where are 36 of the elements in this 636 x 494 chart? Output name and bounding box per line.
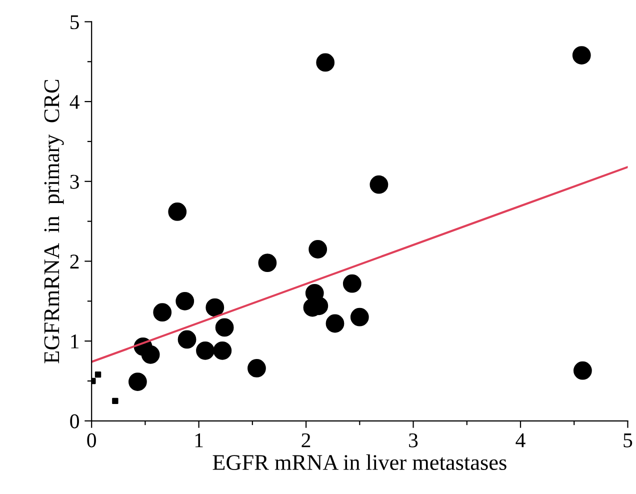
- point: [308, 240, 328, 258]
- y-tick-label: 2: [70, 254, 79, 268]
- y-tick-label: 1: [71, 334, 79, 348]
- x-tick-label: 0: [87, 433, 96, 448]
- point: [350, 308, 369, 326]
- point: [94, 371, 102, 378]
- point: [178, 330, 196, 349]
- y-tick-label: 3: [70, 174, 79, 189]
- x-axis-title: EGFR mRNA in liver metastases: [212, 454, 506, 470]
- y-tick-label: 5: [70, 15, 79, 30]
- x-tick-label: 5: [624, 434, 632, 448]
- point: [573, 361, 592, 380]
- point: [248, 359, 266, 378]
- point: [342, 274, 362, 293]
- y-tick-label: 4: [70, 95, 80, 109]
- x-tick-label: 3: [409, 433, 418, 448]
- point: [258, 254, 277, 272]
- y-axis-title: EGFRmRNA in primary CRC: [44, 80, 64, 364]
- x-tick-label: 2: [302, 433, 310, 448]
- point: [326, 314, 344, 333]
- x-tick-label: 4: [516, 433, 526, 448]
- point: [176, 292, 194, 310]
- point: [316, 53, 335, 72]
- y-tick-label: 0: [70, 414, 79, 428]
- point: [168, 202, 187, 221]
- point: [213, 341, 232, 360]
- point: [215, 318, 234, 337]
- point: [128, 372, 147, 391]
- point: [572, 46, 591, 64]
- point: [370, 175, 388, 194]
- point: [153, 303, 172, 322]
- point: [206, 298, 224, 317]
- x-tick-label: 1: [195, 433, 203, 448]
- point: [196, 341, 214, 360]
- point: [112, 398, 118, 404]
- point: [141, 345, 160, 364]
